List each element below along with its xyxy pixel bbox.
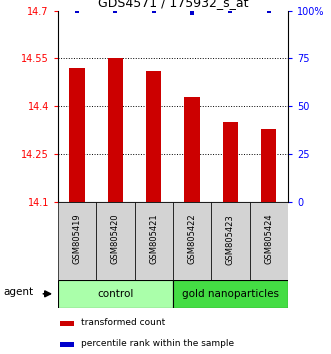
Text: GSM805422: GSM805422 [188,214,197,264]
Text: transformed count: transformed count [81,318,165,327]
Bar [223,122,238,202]
Text: GSM805421: GSM805421 [149,214,158,264]
Bar [108,58,123,202]
Bar [58,202,96,280]
Text: percentile rank within the sample: percentile rank within the sample [81,339,234,348]
Point [266,8,271,13]
Point [74,8,80,13]
Bar [250,202,288,280]
Text: agent: agent [3,287,33,297]
Text: GSM805424: GSM805424 [264,214,273,264]
Bar [261,129,276,202]
Point [113,8,118,13]
Text: gold nanoparticles: gold nanoparticles [182,289,279,299]
Bar [146,71,162,202]
Bar [173,202,211,280]
Point [151,8,157,13]
Text: GSM805420: GSM805420 [111,214,120,264]
Title: GDS4571 / 175932_s_at: GDS4571 / 175932_s_at [98,0,248,10]
Text: GSM805423: GSM805423 [226,214,235,264]
Text: GSM805419: GSM805419 [72,214,82,264]
Text: control: control [97,289,134,299]
Bar [135,202,173,280]
Point [228,8,233,13]
Bar [58,280,173,308]
Bar [184,97,200,202]
Bar [211,202,250,280]
Bar [60,321,74,326]
Bar [173,280,288,308]
Bar [70,68,85,202]
Point [189,10,195,15]
Bar [96,202,135,280]
Bar [60,342,74,347]
